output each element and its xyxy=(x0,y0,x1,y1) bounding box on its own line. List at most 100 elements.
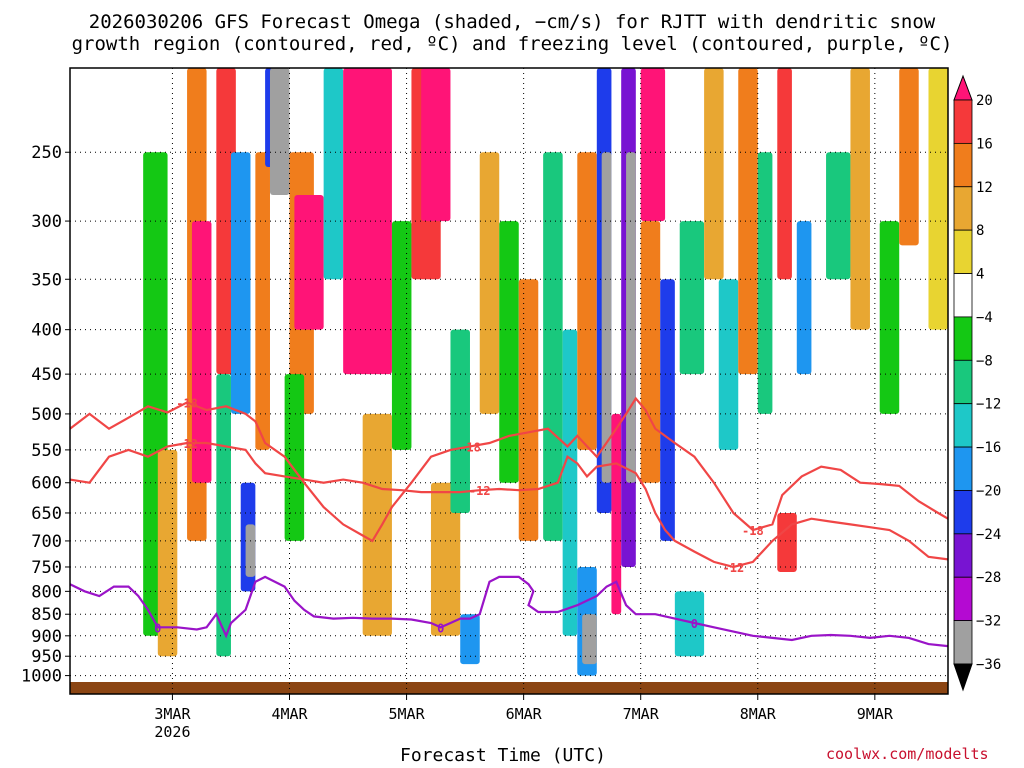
colorbar-swatch xyxy=(953,403,973,448)
omega-cell xyxy=(518,279,539,541)
omega-cell xyxy=(704,68,724,280)
colorbar-label: 8 xyxy=(976,223,984,239)
omega-cell xyxy=(294,195,324,330)
y-tick-label: 450 xyxy=(31,365,62,385)
colorbar-label: −36 xyxy=(976,657,1001,673)
colorbar: 20 16 12 8 4 −4 −8 −12 −16 −20 −24 −28 −32 −36 xyxy=(953,74,1001,692)
x-tick-label: 8MAR xyxy=(740,705,777,723)
y-tick-label: 250 xyxy=(31,143,62,163)
colorbar-label: −4 xyxy=(976,310,993,326)
colorbar-swatch xyxy=(953,229,973,274)
y-tick-label: 950 xyxy=(31,647,62,667)
y-tick-label: 1000 xyxy=(21,667,62,687)
x-tick-sublabel: 2026 xyxy=(154,723,190,741)
colorbar-label: 12 xyxy=(976,180,993,196)
contour-label: -12 xyxy=(176,437,198,451)
omega-cell xyxy=(601,152,612,483)
omega-cell xyxy=(562,329,578,636)
omega-cell xyxy=(157,449,178,657)
colorbar-label: 16 xyxy=(976,136,993,152)
omega-cell xyxy=(391,221,412,450)
omega-cell xyxy=(255,152,270,450)
omega-cell xyxy=(640,68,666,222)
y-tick-label: 800 xyxy=(31,582,62,602)
colorbar-label: −32 xyxy=(976,614,1001,630)
colorbar-swatch xyxy=(953,446,973,491)
watermark: coolwx.com/modelts xyxy=(826,745,989,763)
colorbar-label: −28 xyxy=(976,570,1001,586)
omega-cell xyxy=(499,221,519,483)
colorbar-label: 20 xyxy=(976,93,993,109)
omega-cell xyxy=(777,68,792,280)
omega-cell xyxy=(269,68,290,196)
contour-label: -12 xyxy=(723,561,745,575)
omega-cell xyxy=(582,614,597,665)
omega-cell xyxy=(216,374,231,657)
colorbar-swatch xyxy=(953,142,973,188)
omega-cell xyxy=(577,152,597,450)
omega-cell xyxy=(738,68,758,375)
omega-cell xyxy=(362,413,392,636)
y-tick-label: 650 xyxy=(31,504,62,524)
contour-label: -12 xyxy=(469,484,491,498)
omega-cell xyxy=(191,221,212,483)
omega-cell xyxy=(879,221,900,414)
colorbar-swatch xyxy=(953,186,973,231)
omega-cell xyxy=(245,524,256,577)
omega-cell xyxy=(660,279,675,541)
x-tick-label: 9MAR xyxy=(857,705,894,723)
colorbar-label: −16 xyxy=(976,440,1001,456)
omega-cell xyxy=(899,68,919,246)
omega-shading-layer xyxy=(143,68,948,676)
contour-line--12 xyxy=(69,441,949,569)
x-tick-label: 7MAR xyxy=(623,705,660,723)
colorbar-label: −24 xyxy=(976,527,1001,543)
omega-cell xyxy=(640,221,661,483)
contour-label: 0 xyxy=(691,617,698,631)
omega-cell xyxy=(450,329,470,513)
omega-cell xyxy=(674,591,705,657)
x-tick-label: 4MAR xyxy=(271,705,308,723)
colorbar-label: −8 xyxy=(976,353,993,369)
colorbar-arrow-top xyxy=(953,74,973,101)
y-tick-label: 550 xyxy=(31,441,62,461)
x-tick-label: 3MAR xyxy=(154,705,191,723)
contour-label: 0 xyxy=(154,621,161,635)
y-axis: 2503003504004505005506006507007508008509… xyxy=(21,143,70,687)
colorbar-swatch xyxy=(953,576,973,622)
omega-cell xyxy=(826,152,851,280)
omega-cell xyxy=(479,152,500,414)
y-tick-label: 300 xyxy=(31,212,62,232)
y-tick-label: 500 xyxy=(31,405,62,425)
contour-label: -18 xyxy=(459,440,481,454)
chart-title-line1: 2026030206 GFS Forecast Omega (shaded, −… xyxy=(88,11,936,33)
plot-frame xyxy=(69,67,949,695)
colorbar-swatch xyxy=(953,273,973,318)
omega-cell xyxy=(230,152,251,414)
colorbar-swatch xyxy=(953,620,973,665)
omega-cell xyxy=(626,152,636,483)
omega-cell xyxy=(928,68,948,330)
omega-cell xyxy=(679,221,705,375)
x-tick-label: 6MAR xyxy=(506,705,543,723)
x-tick-label: 5MAR xyxy=(389,705,426,723)
colorbar-swatch xyxy=(953,490,973,535)
contour-label: 0 xyxy=(437,621,444,635)
colorbar-label: −12 xyxy=(976,397,1001,413)
omega-cell xyxy=(850,68,870,330)
omega-cell xyxy=(543,152,563,541)
y-tick-label: 850 xyxy=(31,605,62,625)
omega-cell xyxy=(796,221,812,375)
omega-cell xyxy=(323,68,344,280)
y-tick-label: 700 xyxy=(31,532,62,552)
y-tick-label: 750 xyxy=(31,558,62,578)
omega-cell xyxy=(777,512,797,572)
omega-cell xyxy=(430,482,461,636)
omega-cell xyxy=(421,68,451,222)
colorbar-swatch xyxy=(953,359,973,405)
y-tick-label: 900 xyxy=(31,627,62,647)
contour-label: -18 xyxy=(176,396,198,410)
y-tick-label: 600 xyxy=(31,474,62,494)
